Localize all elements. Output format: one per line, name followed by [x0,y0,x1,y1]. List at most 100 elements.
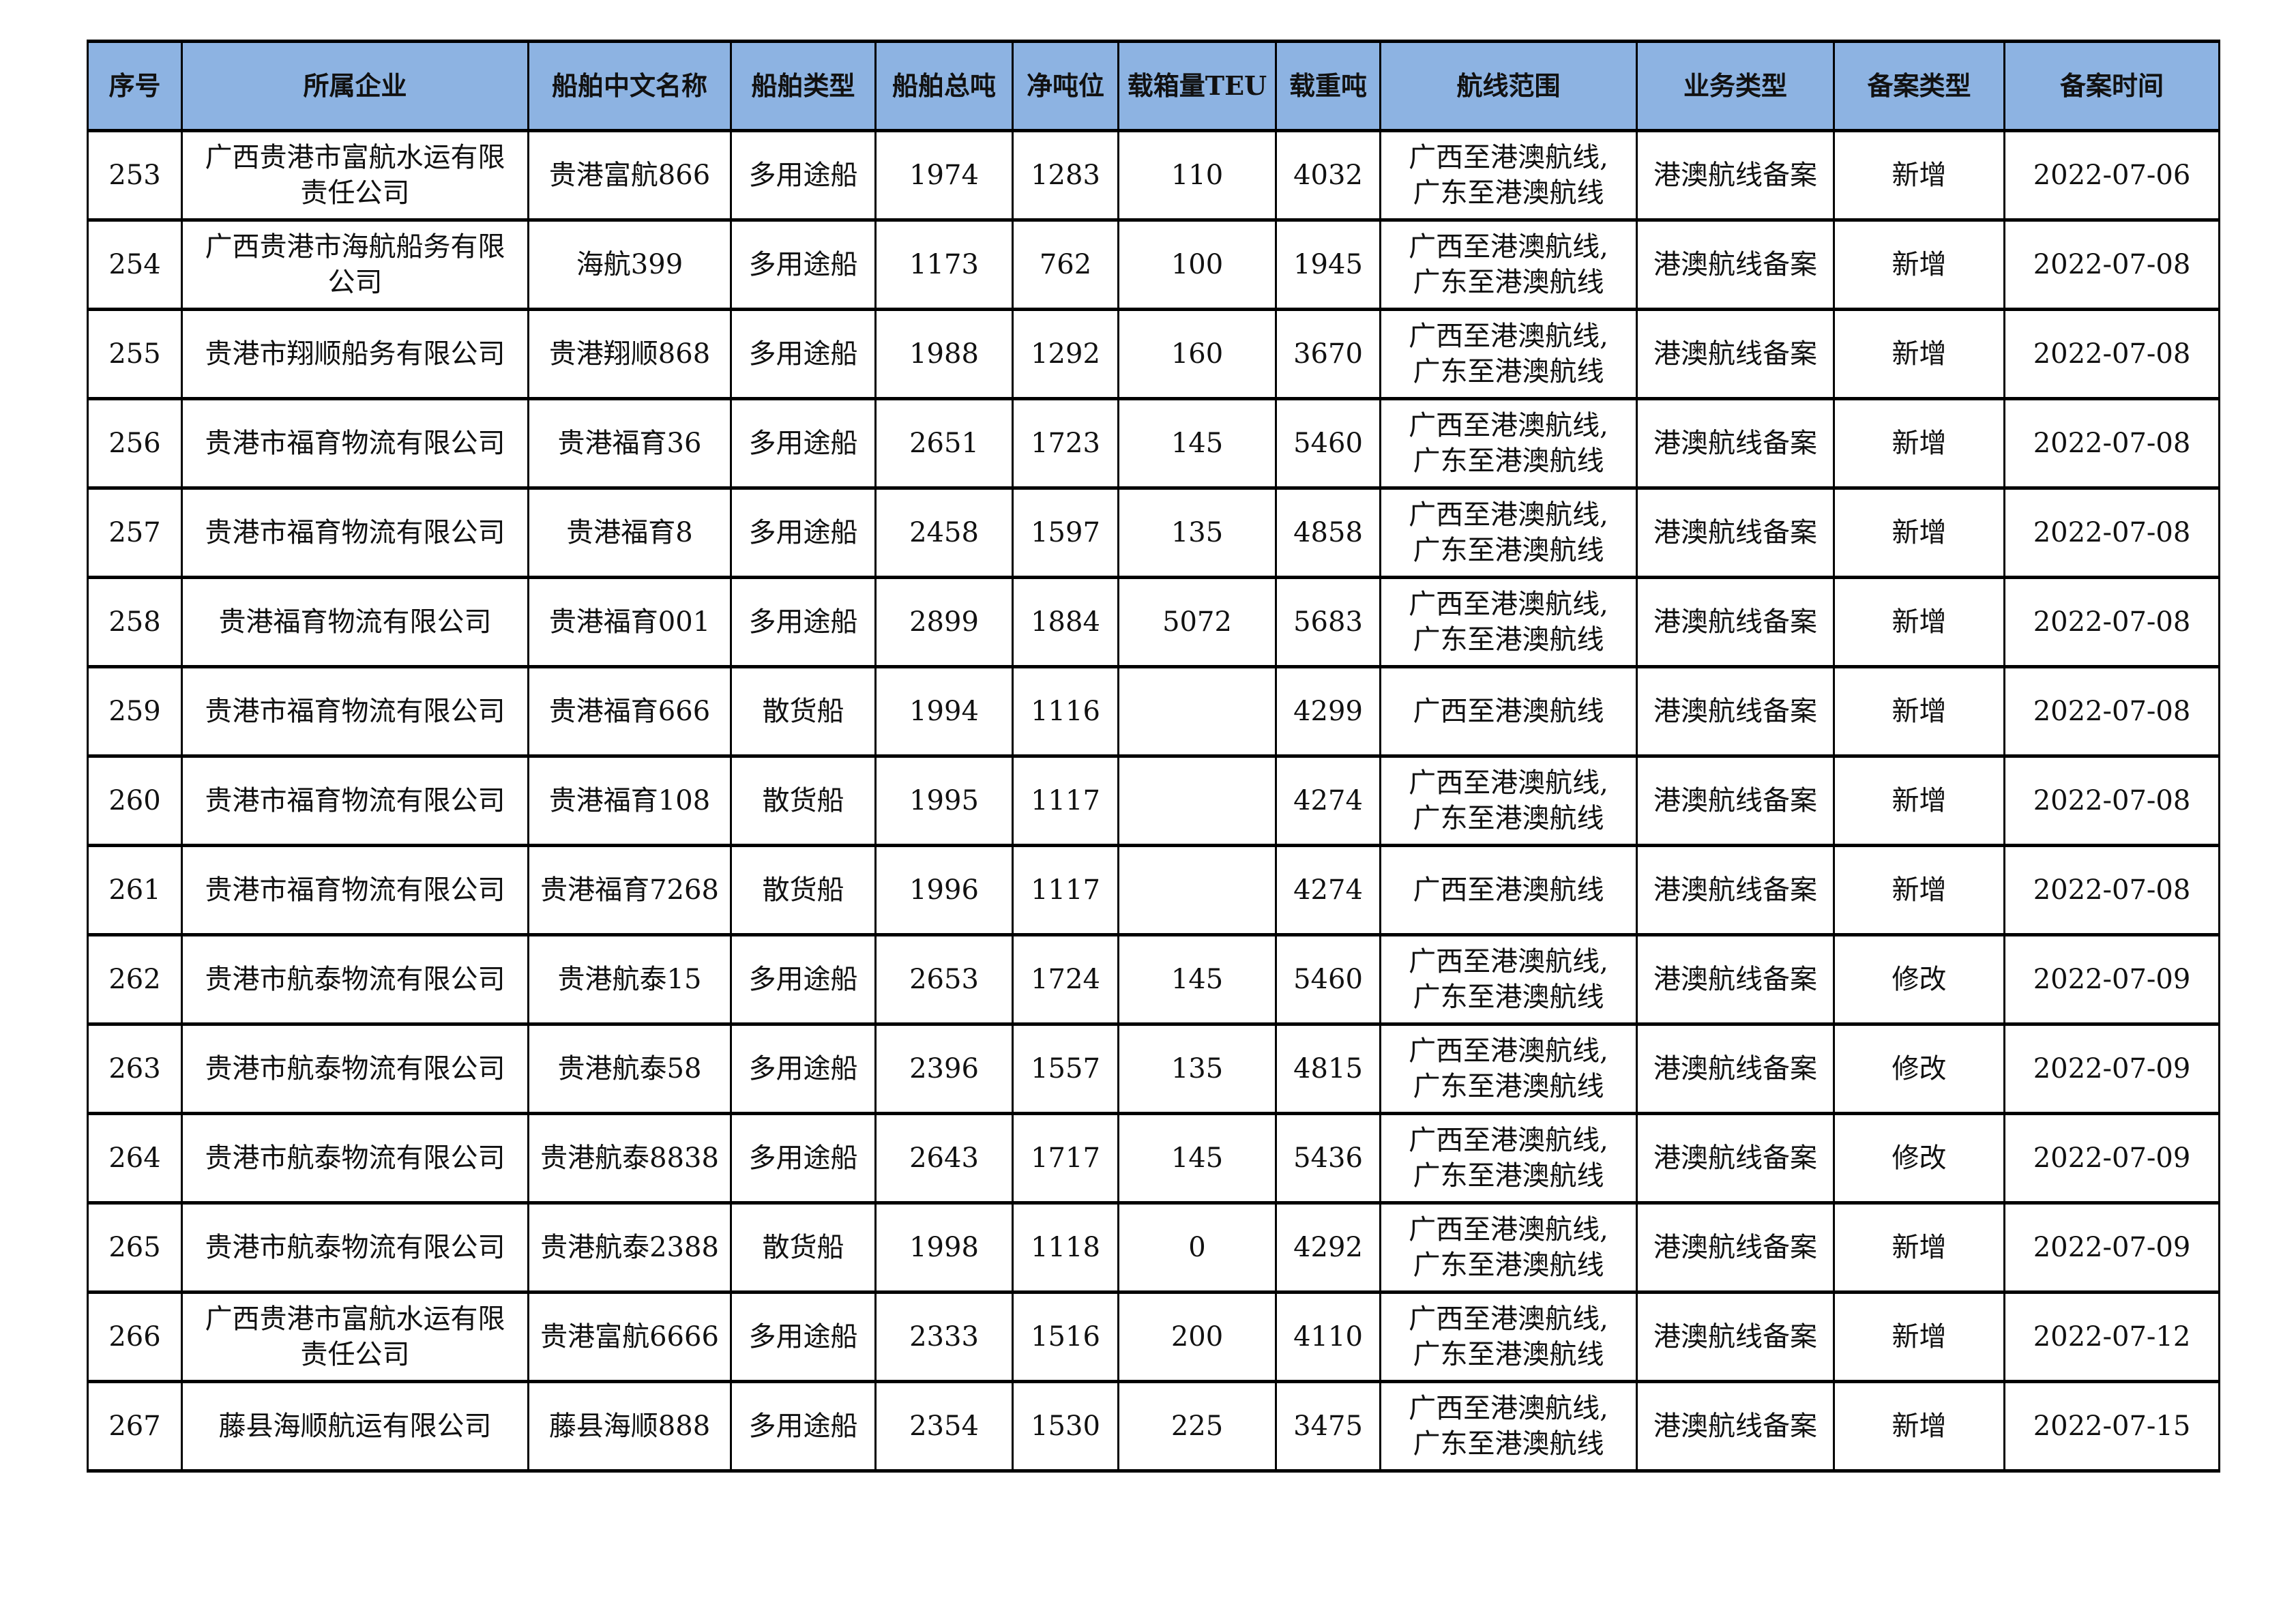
cell-gross-tonnage: 1173 [874,218,1014,311]
cell-filing-type: 新增 [1833,129,2005,222]
cell-filing-date: 2022-07-12 [2003,1290,2220,1383]
table-row: 253 广西贵港市富航水运有限 责任公司 贵港富航866 多用途船 1974 1283 11… [87,129,2220,222]
cell-net-tonnage: 1717 [1012,1112,1119,1205]
cell-teu-capacity: 110 [1117,129,1277,222]
cell-net-tonnage: 1283 [1012,129,1119,222]
cell-gross-tonnage: 1998 [874,1201,1014,1294]
cell-gross-tonnage: 2651 [874,397,1014,490]
cell-seq-no: 263 [87,1022,183,1115]
cell-net-tonnage: 1117 [1012,844,1119,936]
column-header-teu-capacity: 载箱量TEU [1117,40,1277,132]
cell-gross-tonnage: 2899 [874,576,1014,668]
cell-teu-capacity: 160 [1117,308,1277,400]
cell-filing-date: 2022-07-06 [2003,129,2220,222]
cell-seq-no: 262 [87,933,183,1026]
cell-route-range: 广西至港澳航线, 广东至港澳航线 [1379,1201,1638,1294]
cell-teu-capacity: 200 [1117,1290,1277,1383]
cell-ship-name: 贵港航泰15 [527,933,732,1026]
column-header-ship-type: 船舶类型 [730,40,877,132]
cell-business-type: 港澳航线备案 [1636,1201,1835,1294]
cell-ship-type: 多用途船 [730,1112,877,1205]
cell-deadweight: 5460 [1275,933,1381,1026]
cell-ship-type: 多用途船 [730,1380,877,1473]
cell-filing-type: 修改 [1833,1022,2005,1115]
table-header: 序号 所属企业 船舶中文名称 船舶类型 船舶总吨 净吨位 载箱量TEU 载重吨 航线范围 业务类型… [87,40,2220,132]
cell-business-type: 港澳航线备案 [1636,1022,1835,1115]
cell-ship-type: 多用途船 [730,933,877,1026]
cell-gross-tonnage: 2354 [874,1380,1014,1473]
cell-net-tonnage: 1292 [1012,308,1119,400]
cell-seq-no: 261 [87,844,183,936]
cell-filing-date: 2022-07-09 [2003,1022,2220,1115]
table-row: 262 贵港市航泰物流有限公司 贵港航泰15 多用途船 2653 1724 145 5460 广… [87,933,2220,1026]
cell-seq-no: 267 [87,1380,183,1473]
cell-filing-type: 修改 [1833,933,2005,1026]
cell-filing-date: 2022-07-08 [2003,397,2220,490]
cell-filing-type: 新增 [1833,308,2005,400]
cell-company: 贵港市福育物流有限公司 [181,397,529,490]
cell-net-tonnage: 1118 [1012,1201,1119,1294]
cell-deadweight: 4032 [1275,129,1381,222]
cell-teu-capacity [1117,844,1277,936]
cell-filing-date: 2022-07-08 [2003,576,2220,668]
cell-seq-no: 264 [87,1112,183,1205]
cell-ship-name: 贵港富航6666 [527,1290,732,1383]
cell-filing-type: 新增 [1833,218,2005,311]
cell-ship-name: 贵港福育7268 [527,844,732,936]
cell-net-tonnage: 1530 [1012,1380,1119,1473]
cell-gross-tonnage: 1974 [874,129,1014,222]
column-header-filing-type: 备案类型 [1833,40,2005,132]
cell-seq-no: 255 [87,308,183,400]
column-header-gross-tonnage: 船舶总吨 [874,40,1014,132]
cell-ship-name: 贵港福育8 [527,486,732,579]
cell-gross-tonnage: 2643 [874,1112,1014,1205]
column-header-filing-date: 备案时间 [2003,40,2220,132]
cell-route-range: 广西至港澳航线, 广东至港澳航线 [1379,218,1638,311]
table-row: 263 贵港市航泰物流有限公司 贵港航泰58 多用途船 2396 1557 135 4815 广… [87,1022,2220,1115]
cell-gross-tonnage: 1994 [874,665,1014,758]
cell-company: 贵港市翔顺船务有限公司 [181,308,529,400]
cell-business-type: 港澳航线备案 [1636,933,1835,1026]
cell-gross-tonnage: 1988 [874,308,1014,400]
column-header-seq-no: 序号 [87,40,183,132]
cell-business-type: 港澳航线备案 [1636,665,1835,758]
cell-deadweight: 4815 [1275,1022,1381,1115]
cell-filing-type: 新增 [1833,397,2005,490]
cell-filing-date: 2022-07-08 [2003,844,2220,936]
cell-net-tonnage: 1724 [1012,933,1119,1026]
cell-gross-tonnage: 1995 [874,754,1014,847]
cell-ship-type: 多用途船 [730,397,877,490]
cell-gross-tonnage: 2458 [874,486,1014,579]
cell-teu-capacity: 225 [1117,1380,1277,1473]
column-header-ship-name: 船舶中文名称 [527,40,732,132]
column-header-company: 所属企业 [181,40,529,132]
cell-teu-capacity: 0 [1117,1201,1277,1294]
cell-ship-type: 散货船 [730,665,877,758]
cell-seq-no: 257 [87,486,183,579]
cell-filing-type: 新增 [1833,844,2005,936]
cell-company: 广西贵港市富航水运有限 责任公司 [181,1290,529,1383]
cell-gross-tonnage: 2653 [874,933,1014,1026]
cell-deadweight: 5683 [1275,576,1381,668]
cell-company: 广西贵港市海航船务有限 公司 [181,218,529,311]
cell-business-type: 港澳航线备案 [1636,576,1835,668]
cell-filing-date: 2022-07-09 [2003,1201,2220,1294]
cell-route-range: 广西至港澳航线, 广东至港澳航线 [1379,1022,1638,1115]
cell-gross-tonnage: 1996 [874,844,1014,936]
table-row: 265 贵港市航泰物流有限公司 贵港航泰2388 散货船 1998 1118 0 4292 广西… [87,1201,2220,1294]
cell-teu-capacity: 145 [1117,397,1277,490]
cell-ship-name: 藤县海顺888 [527,1380,732,1473]
cell-gross-tonnage: 2396 [874,1022,1014,1115]
cell-company: 贵港市福育物流有限公司 [181,486,529,579]
cell-deadweight: 5436 [1275,1112,1381,1205]
cell-ship-type: 散货船 [730,754,877,847]
cell-business-type: 港澳航线备案 [1636,754,1835,847]
cell-deadweight: 1945 [1275,218,1381,311]
cell-net-tonnage: 1117 [1012,754,1119,847]
cell-route-range: 广西至港澳航线, 广东至港澳航线 [1379,1380,1638,1473]
cell-filing-date: 2022-07-08 [2003,754,2220,847]
cell-business-type: 港澳航线备案 [1636,1290,1835,1383]
cell-business-type: 港澳航线备案 [1636,308,1835,400]
column-header-business-type: 业务类型 [1636,40,1835,132]
cell-seq-no: 260 [87,754,183,847]
